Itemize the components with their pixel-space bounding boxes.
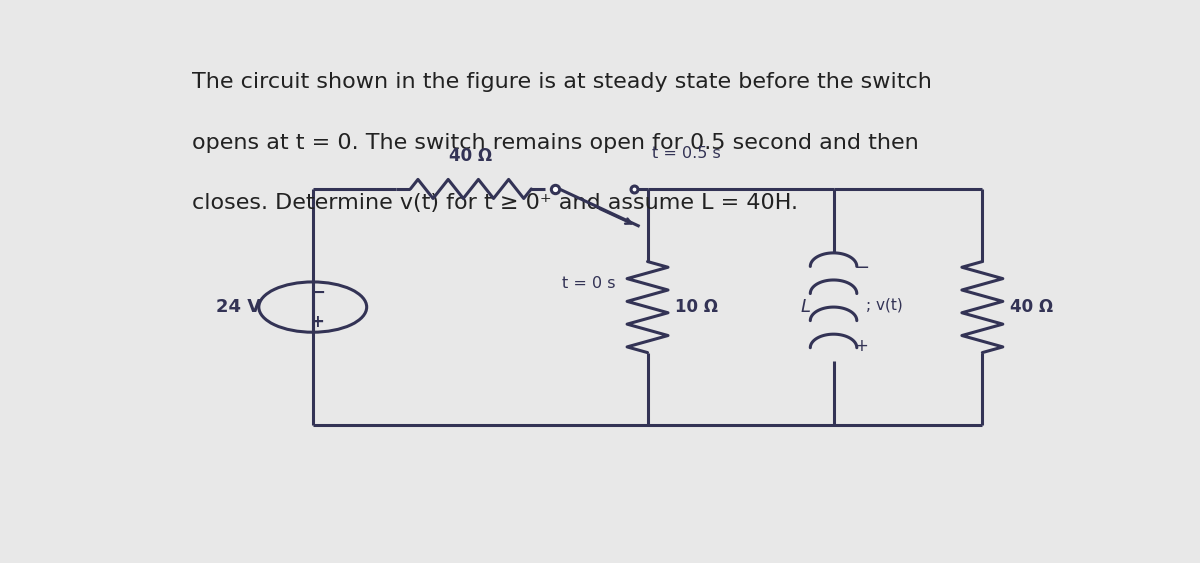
Text: +: + xyxy=(311,313,324,331)
Text: closes. Determine v(t) for t ≥ 0⁺ and assume L = 40H.: closes. Determine v(t) for t ≥ 0⁺ and as… xyxy=(192,193,798,213)
Text: −: − xyxy=(310,284,325,302)
Text: +: + xyxy=(854,337,869,355)
Text: 40 Ω: 40 Ω xyxy=(1010,298,1054,316)
Text: −: − xyxy=(854,259,869,277)
Text: The circuit shown in the figure is at steady state before the switch: The circuit shown in the figure is at st… xyxy=(192,72,931,92)
Text: 24 V: 24 V xyxy=(216,298,262,316)
Text: 40 Ω: 40 Ω xyxy=(449,147,492,165)
Text: L: L xyxy=(800,298,810,316)
Text: opens at t = 0. The switch remains open for 0.5 second and then: opens at t = 0. The switch remains open … xyxy=(192,132,919,153)
Text: 10 Ω: 10 Ω xyxy=(676,298,719,316)
Text: t = 0.5 s: t = 0.5 s xyxy=(653,146,721,161)
Text: t = 0 s: t = 0 s xyxy=(562,276,616,291)
Text: ; v(t): ; v(t) xyxy=(866,297,902,312)
